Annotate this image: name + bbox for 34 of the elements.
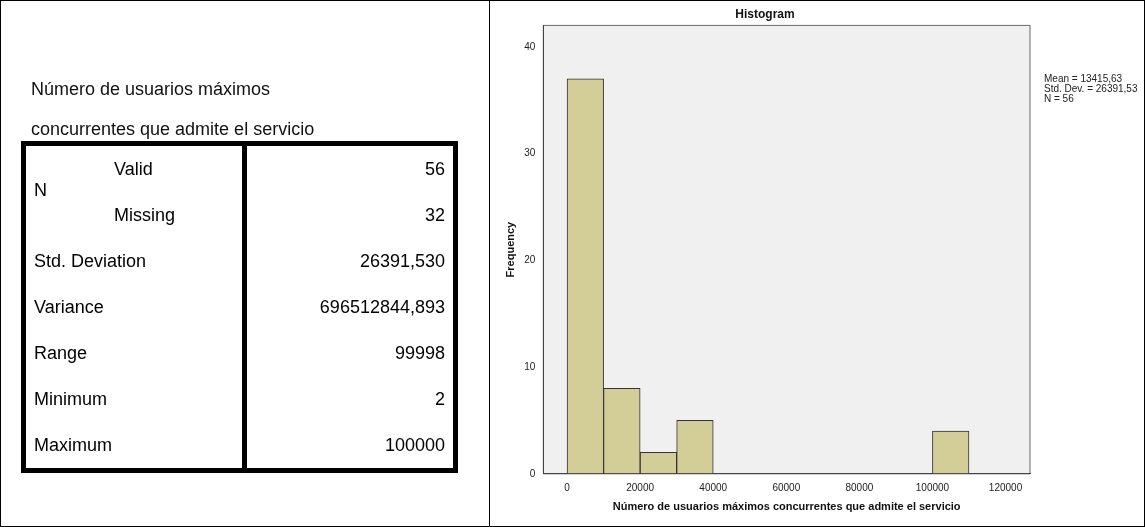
text: N = 56 [1044,93,1075,104]
x-axis-title: Número de usuarios máximos concurrentes que admite el servicio [612,500,961,513]
x-tick-label: 120000 [988,481,1023,493]
text: 696512844,893 [319,296,445,317]
category-label: Minimum [23,376,245,422]
y-tick-label: 40 [524,40,536,52]
x-tick-label: 60000 [772,481,801,493]
y-tick-label: 30 [524,147,536,159]
category-label: Maximum [23,422,245,471]
text: Número de usuarios máximos concurrentes que admite el servicio [31,78,316,141]
x-tick-label: 80000 [845,481,874,493]
category-label: Variance [23,284,245,330]
category-label: Missing [113,204,176,225]
text: 26391,530 [359,250,445,271]
text: 56 [424,158,445,179]
y-tick-label: 0 [529,467,536,479]
category-label: Range [23,330,245,376]
text: 2 [434,388,445,409]
text: N [34,180,47,201]
category-label: Std. Deviation [23,238,245,284]
x-tick-label: 0 [564,481,571,493]
x-tick-label: 20000 [626,481,655,493]
text: Mean = 13415,63 [1044,73,1123,84]
chart-title: Histogram [735,6,795,21]
y-tick-label: 10 [524,360,536,372]
x-tick-label: 100000 [915,481,950,493]
category-label: Valid [113,158,153,179]
y-axis-title: Frequency [503,220,516,278]
text: 100000 [384,434,445,455]
text: 99998 [394,342,445,363]
text: Std. Dev. = 26391,53 [1044,83,1138,94]
y-tick-label: 20 [524,254,536,266]
x-tick-label: 40000 [699,481,728,493]
text: 32 [424,204,445,225]
